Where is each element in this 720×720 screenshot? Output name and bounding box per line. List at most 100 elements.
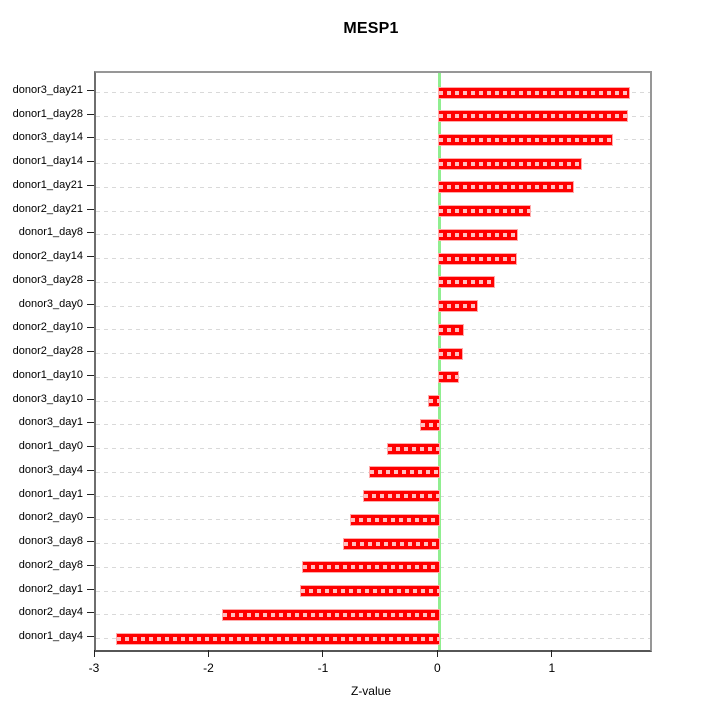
bar-gridline-overlay	[439, 232, 518, 237]
bar-donor3_day14	[438, 133, 614, 146]
x-axis-tick	[322, 650, 324, 657]
grid-line	[96, 115, 650, 117]
y-tick-label: donor1_day4	[18, 630, 83, 643]
y-axis-tick	[87, 564, 94, 566]
bar-gridline-overlay	[439, 137, 613, 142]
y-tick-label: donor3_day4	[18, 463, 83, 476]
bar-gridline-overlay	[223, 612, 440, 617]
x-tick-label: 0	[434, 661, 441, 675]
x-axis-tick	[207, 650, 209, 657]
y-axis-tick	[87, 351, 94, 353]
grid-line	[96, 163, 650, 165]
grid-line	[96, 305, 650, 307]
grid-line	[96, 400, 650, 402]
bar-gridline-overlay	[439, 256, 517, 261]
y-axis-tick	[87, 374, 94, 376]
y-tick-label: donor1_day8	[18, 226, 83, 239]
bar-gridline-overlay	[439, 280, 495, 285]
y-tick-label: donor1_day10	[12, 368, 83, 381]
y-axis-tick	[87, 588, 94, 590]
x-axis-tick	[93, 650, 95, 657]
y-tick-label: donor3_day21	[12, 84, 83, 96]
bar-donor3_day8	[343, 537, 441, 550]
bar-donor1_day10	[438, 371, 459, 384]
bar-gridline-overlay	[439, 185, 574, 190]
y-axis-tick	[87, 636, 94, 638]
y-axis-tick	[87, 256, 94, 258]
bar-gridline-overlay	[351, 517, 440, 522]
y-axis-tick	[87, 469, 94, 471]
bar-donor1_day14	[438, 157, 583, 170]
y-tick-label: donor3_day1	[18, 416, 83, 429]
y-axis-tick	[87, 232, 94, 234]
bar-donor1_day21	[438, 181, 575, 194]
y-tick-label: donor2_day1	[18, 582, 83, 595]
bar-donor3_day21	[438, 86, 631, 99]
y-tick-label: donor1_day0	[18, 440, 83, 453]
grid-line	[96, 329, 650, 331]
x-tick-label: 1	[548, 661, 556, 675]
chart-title: MESP1	[343, 20, 399, 37]
bar-gridline-overlay	[303, 565, 440, 570]
y-tick-label: donor1_day21	[12, 178, 83, 191]
grid-line	[96, 210, 650, 212]
y-tick-label: donor3_day10	[12, 392, 83, 405]
bar-gridline-overlay	[439, 209, 530, 214]
bar-gridline-overlay	[439, 304, 478, 309]
bar-gridline-overlay	[363, 494, 440, 499]
y-axis-tick	[87, 184, 94, 186]
bar-gridline-overlay	[421, 422, 440, 427]
y-tick-label: donor1_day28	[12, 107, 83, 120]
zero-reference-line	[437, 73, 441, 650]
bar-donor2_day8	[302, 561, 441, 574]
bar-donor1_day28	[438, 110, 629, 123]
y-tick-label: donor2_day0	[18, 511, 83, 524]
y-tick-label: donor2_day4	[18, 606, 83, 619]
y-axis-tick	[87, 137, 94, 139]
y-axis-tick	[87, 398, 94, 400]
y-axis-tick	[87, 90, 94, 91]
bar-donor3_day4	[368, 466, 441, 479]
bar-donor3_day1	[420, 418, 441, 431]
y-axis-tick	[87, 113, 94, 115]
y-tick-label: donor2_day8	[18, 558, 83, 571]
y-tick-label: donor2_day14	[12, 250, 83, 263]
y-axis-tick	[87, 327, 94, 329]
y-axis-tick	[87, 279, 94, 281]
y-axis-tick	[87, 612, 94, 614]
grid-line	[96, 376, 650, 378]
bar-gridline-overlay	[439, 161, 582, 166]
grid-line	[96, 448, 650, 450]
bar-gridline-overlay	[439, 375, 458, 380]
x-tick-label: -3	[88, 661, 100, 675]
bar-donor1_day0	[386, 442, 441, 455]
y-axis-tick	[87, 446, 94, 448]
x-tick-label: -2	[203, 661, 214, 675]
grid-line	[96, 258, 650, 260]
y-axis-tick	[87, 517, 94, 519]
bar-donor2_day21	[438, 205, 531, 218]
y-axis-tick	[87, 541, 94, 543]
y-tick-label: donor3_day28	[12, 273, 83, 286]
y-tick-label: donor2_day21	[12, 202, 83, 215]
y-tick-label: donor3_day14	[12, 131, 83, 144]
y-tick-label: donor2_day28	[12, 345, 83, 358]
bar-gridline-overlay	[369, 470, 440, 475]
bar-gridline-overlay	[439, 90, 630, 95]
x-tick-label: -1	[317, 661, 329, 675]
plot-area	[94, 71, 652, 652]
bar-donor2_day0	[350, 513, 441, 526]
bar-gridline-overlay	[429, 399, 440, 404]
y-tick-label: donor3_day8	[18, 535, 83, 548]
grid-line	[96, 353, 650, 355]
bar-donor1_day4	[115, 632, 441, 645]
y-axis-tick	[87, 208, 94, 210]
bar-gridline-overlay	[344, 541, 440, 546]
y-axis-tick	[87, 493, 94, 495]
y-axis-tick	[87, 422, 94, 424]
plot-inner	[96, 73, 650, 650]
bar-donor3_day10	[428, 395, 441, 408]
y-tick-label: donor1_day14	[12, 155, 83, 168]
bar-gridline-overlay	[439, 327, 464, 332]
